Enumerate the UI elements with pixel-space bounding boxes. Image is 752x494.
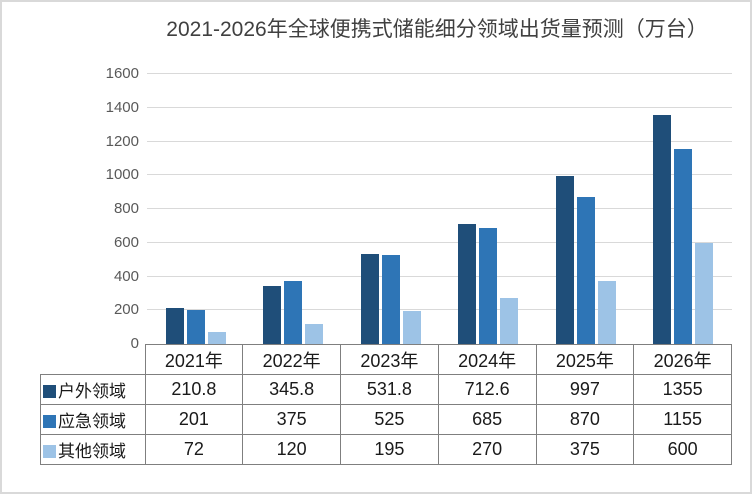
table-value-cell: 270 (437, 434, 537, 465)
table-value-cell: 120 (242, 434, 341, 465)
bar-其他领域-2021年 (207, 331, 226, 344)
bar-户外领域-2024年 (458, 223, 477, 344)
chart-title: 2021-2026年全球便携式储能细分领域出货量预测（万台） (166, 18, 708, 41)
gridline (147, 140, 732, 142)
table-row-其他领域: 其他领域 72 120 195 270 375 600 (40, 434, 732, 465)
bar-group-2021年 (147, 74, 245, 344)
bar-户外领域-2025年 (555, 175, 574, 344)
bar-户外领域-2023年 (360, 254, 379, 344)
table-value-cell: 525 (340, 404, 439, 435)
table-header-row: 2021年 2022年 2023年 2024年 2025年 2026年 (41, 344, 732, 375)
table-value-cell: 997 (535, 374, 635, 405)
legend-cell: 户外领域 (40, 374, 146, 405)
legend-swatch-icon (43, 385, 56, 398)
table-value-cell: 1355 (633, 374, 732, 405)
bars-container (147, 74, 732, 344)
bar-应急领域-2025年 (576, 197, 595, 344)
table-value-cell: 600 (633, 434, 732, 465)
table-year-header: 2026年 (633, 344, 732, 375)
gridline (147, 208, 732, 209)
y-tick-label: 600 (113, 233, 139, 251)
table-year-header: 2022年 (242, 344, 341, 375)
bar-group-2022年 (245, 74, 343, 344)
table-value-cell: 375 (535, 434, 635, 465)
legend-label: 户外领域 (58, 382, 126, 401)
table-value-cell: 375 (242, 404, 341, 435)
legend-label: 应急领域 (58, 412, 126, 431)
legend-cell: 其他领域 (40, 434, 146, 465)
y-tick-label: 1200 (105, 132, 139, 150)
y-tick-label: 1000 (105, 166, 139, 184)
plot-area (147, 73, 732, 344)
bar-户外领域-2022年 (263, 285, 282, 344)
bar-其他领域-2023年 (402, 311, 421, 344)
bar-group-2025年 (537, 74, 635, 344)
table-value-cell: 531.8 (340, 374, 439, 405)
y-tick-label: 1600 (105, 65, 139, 82)
gridline (147, 174, 732, 176)
bar-group-2023年 (342, 74, 440, 344)
table-value-cell: 195 (340, 434, 439, 465)
table-value-cell: 1155 (633, 404, 732, 435)
y-tick-label: 0 (130, 335, 139, 352)
bar-应急领域-2021年 (186, 310, 205, 344)
table-corner-cell (41, 345, 146, 375)
bar-应急领域-2022年 (284, 280, 303, 344)
data-table: 2021年 2022年 2023年 2024年 2025年 2026年 户外领域 210.8 3… (40, 344, 732, 465)
bar-户外领域-2021年 (165, 308, 184, 344)
y-tick-label: 1400 (105, 98, 139, 116)
table-year-header: 2021年 (144, 344, 244, 375)
table-value-cell: 72 (144, 434, 244, 465)
bar-户外领域-2026年 (653, 115, 672, 344)
table-value-cell: 210.8 (144, 374, 244, 405)
bar-其他领域-2022年 (305, 323, 324, 344)
bar-其他领域-2026年 (695, 242, 714, 344)
y-axis: 0 200 400 600 800 1000 1200 1400 1600 (85, 65, 139, 352)
table-row-应急领域: 应急领域 201 375 525 685 870 1155 (40, 404, 732, 435)
bar-其他领域-2024年 (500, 298, 519, 344)
table-year-header: 2025年 (535, 344, 635, 375)
bar-其他领域-2025年 (597, 280, 616, 344)
bar-group-2026年 (635, 74, 733, 344)
gridline (147, 275, 732, 277)
y-tick-label: 200 (113, 301, 139, 319)
table-row-户外领域: 户外领域 210.8 345.8 531.8 712.6 997 1355 (40, 374, 732, 405)
table-year-header: 2024年 (437, 344, 537, 375)
legend-swatch-icon (43, 415, 56, 428)
y-tick-label: 800 (113, 200, 139, 217)
table-value-cell: 712.6 (437, 374, 537, 405)
legend-cell: 应急领域 (40, 404, 146, 435)
bar-应急领域-2024年 (479, 228, 498, 344)
table-value-cell: 345.8 (242, 374, 341, 405)
bar-group-2024年 (440, 74, 538, 344)
legend-label: 其他领域 (58, 442, 126, 461)
legend-swatch-icon (43, 445, 56, 458)
table-value-cell: 201 (144, 404, 244, 435)
gridline (147, 106, 732, 108)
gridline (147, 241, 732, 243)
table-year-header: 2023年 (340, 344, 439, 375)
bar-应急领域-2026年 (674, 149, 693, 344)
gridline (147, 73, 732, 74)
y-tick-label: 400 (113, 267, 139, 285)
gridline (147, 309, 732, 311)
bar-应急领域-2023年 (381, 255, 400, 344)
table-value-cell: 685 (437, 404, 537, 435)
table-value-cell: 870 (535, 404, 635, 435)
